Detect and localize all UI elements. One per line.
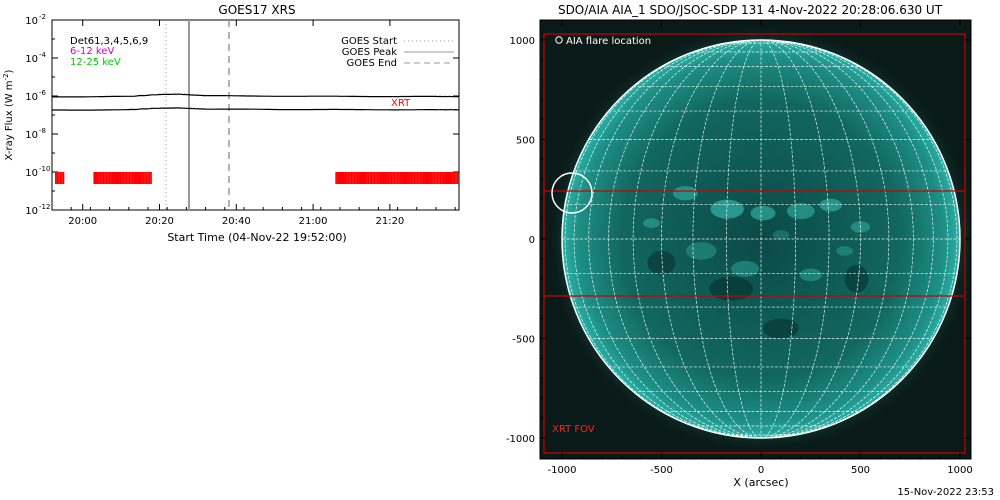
longitude-line bbox=[760, 39, 934, 439]
goes-title: GOES17 XRS bbox=[218, 3, 295, 17]
aia-x-axis: -1000 -500 0 500 1000 bbox=[547, 20, 973, 476]
goes-xtick-label: 21:00 bbox=[299, 216, 328, 227]
aia-panel: SDO/AIA AIA_1 SDO/JSOC-SDP 131 4-Nov-202… bbox=[506, 3, 973, 489]
aia-xtick-label: -500 bbox=[650, 465, 673, 476]
goes-ytick-exponent: -2 bbox=[39, 13, 46, 21]
bright-region bbox=[685, 242, 717, 260]
goes-xtick-label: 20:00 bbox=[68, 216, 97, 227]
legend-12-25-kev: 12-25 keV bbox=[70, 57, 121, 68]
legend-goes-start: GOES Start bbox=[341, 36, 397, 47]
legend-detectors: Det61,3,4,5,6,9 bbox=[70, 36, 148, 47]
goes-flux-series bbox=[52, 107, 460, 111]
aia-xtick-label: -1000 bbox=[547, 465, 576, 476]
goes-ytick-label: 10 bbox=[25, 92, 38, 103]
xrt-coverage-bars bbox=[55, 172, 459, 184]
coronal-hole bbox=[647, 250, 676, 275]
bright-region bbox=[836, 246, 853, 256]
longitude-line bbox=[588, 39, 762, 439]
legend-6-12-kev: 6-12 keV bbox=[70, 46, 114, 57]
sun-active-regions bbox=[643, 186, 871, 339]
bright-region bbox=[772, 230, 790, 240]
goes-xtick-label: 20:20 bbox=[145, 216, 174, 227]
goes-ytick-label: 10 bbox=[25, 16, 38, 27]
goes-ytick-exponent: -10 bbox=[39, 165, 50, 173]
longitude-line bbox=[760, 39, 914, 439]
goes-ytick-label: 10 bbox=[25, 130, 38, 141]
xrt-fov-box bbox=[543, 33, 966, 454]
aia-y-axis: 1000 500 0 -500 -1000 bbox=[506, 36, 971, 445]
aia-ytick-label: -500 bbox=[512, 335, 535, 346]
xrt-label: XRT bbox=[391, 98, 411, 109]
aia-x-axis-label: X (arcsec) bbox=[733, 476, 788, 489]
goes-ytick-label: 10 bbox=[25, 168, 38, 179]
longitude-line bbox=[760, 39, 949, 439]
longitude-line bbox=[573, 39, 762, 439]
longitude-line bbox=[608, 39, 762, 439]
goes-ytick-exponent: -6 bbox=[39, 89, 47, 97]
longitude-line bbox=[760, 39, 830, 439]
footer-timestamp: 15-Nov-2022 23:53 bbox=[897, 487, 994, 498]
aia-ytick-label: 1000 bbox=[510, 36, 535, 47]
heliographic-grid bbox=[562, 39, 960, 439]
bright-region bbox=[643, 218, 660, 228]
longitude-line bbox=[760, 39, 861, 439]
legend-goes-peak: GOES Peak bbox=[342, 47, 397, 58]
flare-location-marker bbox=[551, 172, 593, 214]
goes-event-legend: GOES Start GOES Peak GOES End bbox=[341, 36, 454, 69]
goes-xtick-label: 21:20 bbox=[375, 216, 404, 227]
longitude-line bbox=[661, 39, 762, 439]
longitude-line bbox=[726, 39, 762, 439]
legend-goes-end: GOES End bbox=[347, 58, 397, 69]
bright-region bbox=[731, 260, 760, 277]
aia-xtick-label: 500 bbox=[851, 465, 870, 476]
aia-xtick-label: 0 bbox=[758, 465, 764, 476]
longitude-line bbox=[564, 39, 762, 439]
coronal-hole bbox=[762, 318, 799, 339]
coronal-hole bbox=[709, 276, 754, 301]
xrt-fov-label: XRT FOV bbox=[552, 424, 595, 435]
bright-region bbox=[750, 205, 776, 221]
sun-limb bbox=[561, 39, 961, 439]
goes-ytick-exponent: -4 bbox=[39, 51, 47, 59]
goes-ytick-exponent: -8 bbox=[39, 127, 46, 135]
bright-region bbox=[819, 198, 842, 212]
goes-y-axis-label: X-ray Flux (W m-2) bbox=[2, 69, 15, 160]
coronal-hole bbox=[844, 264, 869, 293]
bright-region bbox=[672, 186, 698, 201]
flare-legend-text: AIA flare location bbox=[566, 36, 651, 47]
goes-xtick-label: 20:40 bbox=[222, 216, 251, 227]
longitude-line bbox=[760, 39, 958, 439]
goes-ytick-exponent: -12 bbox=[39, 203, 50, 211]
longitude-line bbox=[692, 39, 762, 439]
aia-ytick-label: 0 bbox=[529, 235, 535, 246]
goes-x-axis-label: Start Time (04-Nov-22 19:52:00) bbox=[167, 231, 346, 244]
goes-detector-legend: Det61,3,4,5,6,9 6-12 keV 12-25 keV bbox=[70, 36, 148, 68]
flare-legend-symbol bbox=[555, 36, 563, 44]
bright-region bbox=[799, 268, 822, 282]
goes-flux-series bbox=[52, 93, 460, 98]
goes-x-axis: 20:00 20:20 20:40 21:00 21:20 bbox=[51, 20, 456, 227]
goes-series-group bbox=[52, 93, 460, 111]
longitude-line bbox=[760, 39, 796, 439]
aia-ytick-label: -1000 bbox=[506, 434, 535, 445]
aia-ytick-label: 500 bbox=[516, 136, 535, 147]
aia-title: SDO/AIA AIA_1 SDO/JSOC-SDP 131 4-Nov-202… bbox=[558, 3, 943, 17]
goes-ytick-label: 10 bbox=[25, 54, 38, 65]
bright-region bbox=[786, 203, 815, 220]
aia-xtick-label: 1000 bbox=[947, 465, 972, 476]
goes-ytick-label: 10 bbox=[25, 206, 38, 217]
